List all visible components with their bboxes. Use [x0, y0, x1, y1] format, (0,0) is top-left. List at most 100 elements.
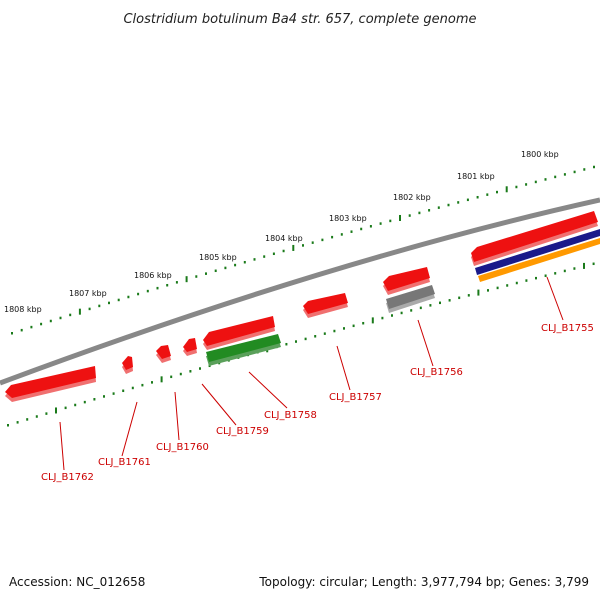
kbp-tick-label: 1802 kbp — [393, 193, 431, 202]
leader-line — [59, 421, 65, 471]
inner-tick-mark — [112, 392, 115, 395]
outer-tick-mark — [175, 281, 178, 284]
gene-arrow — [203, 316, 275, 346]
outer-tick-mark — [137, 292, 140, 296]
inner-tick-mark — [16, 421, 19, 424]
gene-arrow — [206, 334, 281, 362]
outer-tick-mark — [20, 328, 23, 332]
gene-label: CLJ_B1756 — [410, 367, 463, 378]
inner-tick-mark — [45, 412, 48, 415]
kbp-tick-label: 1808 kbp — [4, 305, 42, 314]
outer-tick-mark — [350, 230, 353, 233]
gene-arrow — [156, 345, 171, 359]
outer-tick-mark — [117, 298, 120, 302]
outer-tick-mark — [340, 233, 343, 236]
inner-tick-mark — [122, 389, 125, 393]
genome-backbone — [0, 197, 600, 386]
outer-tick-mark — [311, 241, 314, 244]
outer-tick-mark — [59, 316, 62, 320]
outer-tick-mark — [593, 165, 595, 169]
inner-tick-mark — [496, 286, 499, 290]
outer-tick-mark — [302, 244, 304, 247]
kbp-labels: 1808 kbp 1807 kbp 1806 kbp 1805 kbp 1804 kbp… — [4, 150, 559, 314]
gene-features — [5, 211, 598, 402]
inner-tick-mark — [333, 329, 336, 333]
outer-tick-mark — [515, 185, 518, 189]
leader-line — [546, 276, 564, 321]
inner-tick-mark — [467, 294, 470, 297]
inner-tick-mark — [371, 317, 374, 324]
inner-tick-mark — [535, 276, 537, 280]
inner-tick-mark — [477, 289, 480, 296]
inner-tick-mark — [573, 267, 576, 270]
outer-tick-mark — [263, 255, 266, 258]
inner-tick-mark — [74, 403, 77, 407]
outer-tick-mark — [11, 332, 13, 335]
inner-tick-mark — [487, 289, 489, 292]
outer-tick-mark — [360, 227, 363, 231]
leader-line — [201, 383, 237, 426]
outer-tick-mark — [69, 313, 72, 317]
gene-arrow — [303, 293, 348, 314]
leader-line — [417, 319, 434, 367]
inner-tick-mark — [26, 418, 29, 421]
gene-arrow — [183, 338, 197, 352]
kbp-tick-label: 1801 kbp — [457, 172, 495, 181]
inner-tick-mark — [400, 311, 403, 315]
inner-tick-mark — [439, 301, 441, 305]
outer-tick-mark — [447, 203, 450, 207]
outer-tick-mark — [331, 235, 334, 239]
outer-tick-mark — [379, 222, 382, 225]
outer-tick-mark — [369, 225, 372, 228]
inner-tick-mark — [429, 304, 432, 307]
outer-tick-mark — [583, 168, 586, 171]
outer-tick-mark — [166, 283, 169, 287]
outer-tick-mark — [457, 201, 460, 204]
genome-summary: Topology: circular; Length: 3,977,794 bp… — [258, 575, 589, 589]
outer-tick-mark — [156, 286, 159, 290]
inner-tick-mark — [448, 299, 451, 302]
outer-tick-mark — [389, 219, 392, 223]
inner-tick-mark — [362, 321, 365, 325]
inner-tick-mark — [93, 398, 96, 401]
inner-tick-mark — [583, 262, 585, 269]
inner-tick-mark — [515, 281, 518, 285]
kbp-tick-label: 1803 kbp — [329, 214, 367, 223]
inner-tick-mark — [285, 342, 288, 346]
inner-tick-mark — [103, 395, 105, 398]
outer-tick-mark — [544, 178, 547, 181]
outer-tick-mark — [78, 308, 81, 315]
orange-track — [478, 238, 600, 282]
outer-tick-mark — [108, 301, 110, 305]
inner-tick-mark — [64, 406, 67, 410]
inner-tick-mark — [304, 337, 307, 341]
inner-tick-mark — [381, 316, 384, 320]
outer-tick-mark — [214, 269, 217, 273]
accession-label: Accession: NC_012658 — [9, 575, 145, 589]
gene-label: CLJ_B1760 — [156, 442, 209, 453]
outer-scale-ticks — [11, 165, 595, 335]
outer-tick-mark — [146, 289, 149, 293]
kbp-tick-label: 1806 kbp — [134, 271, 172, 280]
outer-tick-mark — [30, 325, 33, 329]
gene-arrow — [122, 356, 133, 370]
outer-tick-mark — [195, 275, 198, 278]
inner-tick-mark — [343, 327, 345, 330]
outer-tick-mark — [563, 173, 566, 176]
outer-tick-mark — [49, 319, 52, 323]
outer-tick-mark — [554, 175, 557, 179]
inner-tick-mark — [170, 375, 173, 379]
inner-tick-mark — [151, 381, 153, 384]
gene-arrow — [471, 211, 598, 262]
inner-tick-mark — [323, 332, 326, 335]
inner-tick-mark — [458, 296, 461, 300]
gene-label: CLJ_B1761 — [98, 457, 151, 468]
inner-tick-mark — [83, 400, 86, 404]
outer-tick-mark — [185, 276, 188, 283]
inner-tick-mark — [7, 424, 9, 427]
inner-scale-ticks — [7, 262, 595, 427]
inner-tick-mark — [55, 407, 57, 414]
inner-tick-mark — [295, 340, 297, 343]
outer-tick-mark — [40, 322, 43, 326]
